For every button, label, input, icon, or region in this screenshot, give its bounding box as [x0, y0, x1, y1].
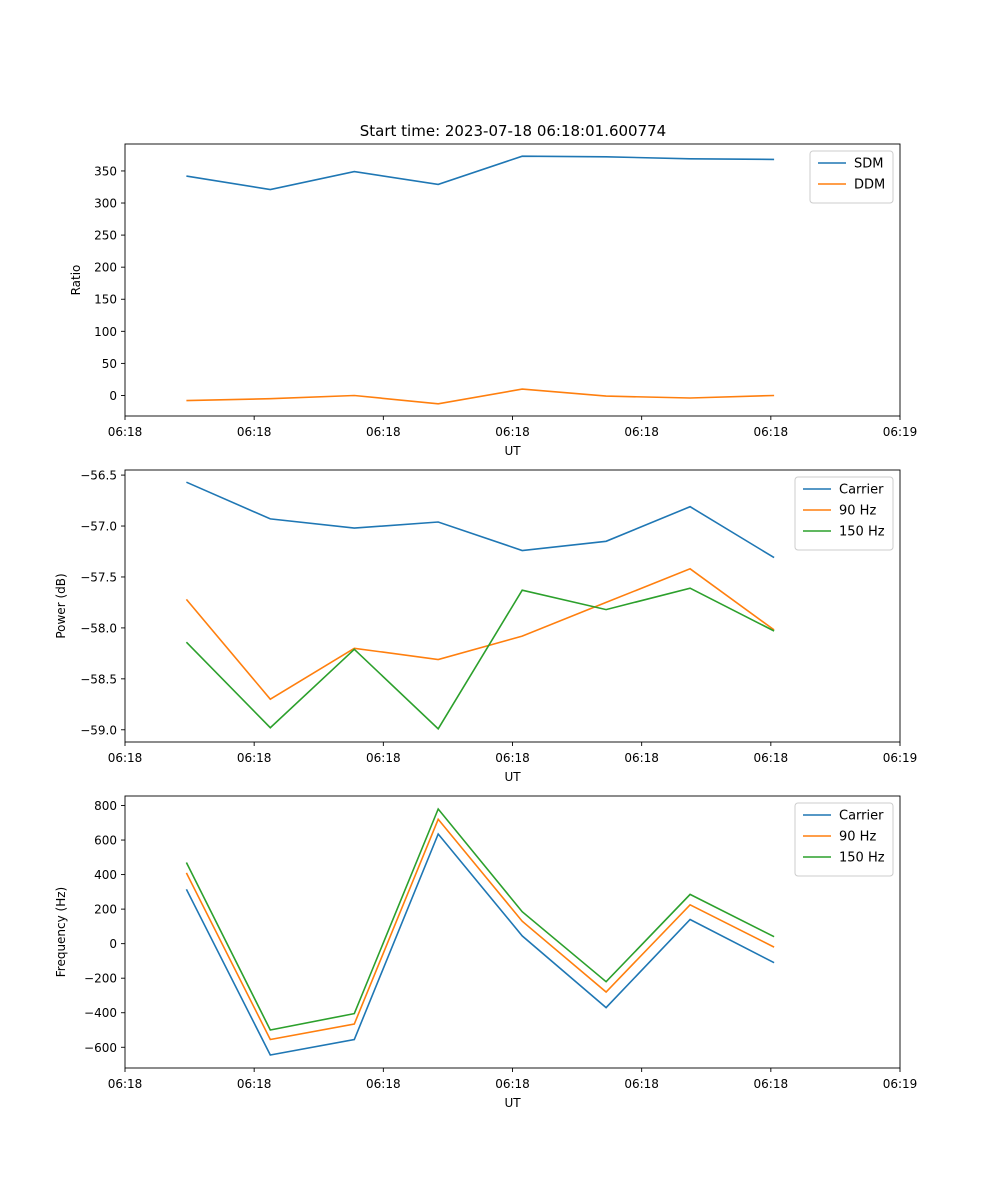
power-legend-label-2: 150 Hz — [839, 525, 885, 540]
frequency-x-tick-label-1: 06:18 — [237, 1077, 272, 1091]
ratio-x-tick-label-2: 06:18 — [366, 425, 401, 439]
frequency-y-tick-label-3: 0 — [109, 937, 117, 951]
ratio-series-sdm — [186, 155, 775, 191]
frequency-x-axis-label: UT — [504, 1096, 521, 1110]
power-y-tick-label-1: −58.5 — [80, 672, 117, 686]
ratio-y-tick-label-0: 0 — [109, 389, 117, 403]
ratio-legend-box — [809, 150, 894, 204]
power-y-tick-label-0: −59.0 — [80, 723, 117, 737]
ratio-y-tick-label-2: 100 — [94, 325, 117, 339]
power-y-tick-label-2: −58.0 — [80, 621, 117, 635]
ratio-x-tick-label-3: 06:18 — [495, 425, 530, 439]
ratio-y-tick-label-4: 200 — [94, 261, 117, 275]
ratio-y-axis-label: Ratio — [69, 265, 83, 296]
ratio-x-tick-label-5: 06:18 — [754, 425, 789, 439]
power-series-150-hz — [185, 587, 775, 731]
ratio-series-ddm — [186, 388, 775, 405]
power-y-axis-label: Power (dB) — [54, 573, 68, 638]
frequency-x-tick-label-6: 06:19 — [883, 1077, 918, 1091]
ratio-x-axis-label: UT — [504, 444, 521, 458]
frequency-y-tick-label-0: −600 — [84, 1041, 117, 1055]
ratio-x-tick-label-6: 06:19 — [883, 425, 918, 439]
frequency-panel: 06:18 06:18 06:18 06:18 06:18 06:18 06:19 −600 −… — [54, 795, 918, 1110]
power-y-tick-label-4: −57.0 — [80, 520, 117, 534]
power-legend: Carrier 90 Hz 150 Hz — [794, 476, 894, 551]
frequency-y-tick-label-5: 400 — [94, 868, 117, 882]
ratio-legend-label-0: SDM — [854, 157, 883, 172]
power-x-axis-label: UT — [504, 770, 521, 784]
frequency-x-tick-label-5: 06:18 — [754, 1077, 789, 1091]
power-x-tick-label-0: 06:18 — [108, 751, 143, 765]
frequency-x-tick-label-3: 06:18 — [495, 1077, 530, 1091]
ratio-y-tick-label-7: 350 — [94, 164, 117, 178]
plots-container: 06:18 06:18 06:18 06:18 06:18 06:18 06:19 0 50 10… — [54, 143, 918, 1110]
power-panel: 06:18 06:18 06:18 06:18 06:18 06:18 06:19 −59.0… — [54, 469, 917, 784]
power-y-tick-label-5: −56.5 — [80, 469, 117, 483]
ratio-x-tick-label-1: 06:18 — [237, 425, 272, 439]
power-series-90-hz — [185, 567, 775, 701]
frequency-series-90-hz — [185, 817, 775, 1041]
frequency-y-tick-label-2: −200 — [84, 972, 117, 986]
ratio-y-tick-label-3: 150 — [94, 293, 117, 307]
power-x-tick-label-1: 06:18 — [237, 751, 272, 765]
frequency-y-tick-label-1: −400 — [84, 1006, 117, 1020]
frequency-legend-label-2: 150 Hz — [839, 851, 885, 866]
ratio-y-tick-label-6: 300 — [94, 197, 117, 211]
frequency-y-axis-label: Frequency (Hz) — [54, 887, 68, 978]
frequency-y-tick-label-7: 800 — [94, 799, 117, 813]
power-series-carrier — [186, 481, 775, 559]
frequency-y-tick-label-6: 600 — [94, 834, 117, 848]
ratio-legend: SDM DDM — [809, 150, 894, 204]
frequency-series-150-hz — [185, 807, 775, 1031]
ratio-legend-label-1: DDM — [854, 178, 885, 193]
ratio-y-tick-label-1: 50 — [102, 357, 117, 371]
ratio-y-tick-label-5: 250 — [94, 229, 117, 243]
frequency-x-tick-label-2: 06:18 — [366, 1077, 401, 1091]
frequency-x-tick-label-0: 06:18 — [108, 1077, 143, 1091]
power-y-tick-label-3: −57.5 — [80, 570, 117, 584]
ratio-x-tick-label-4: 06:18 — [624, 425, 659, 439]
power-x-tick-label-3: 06:18 — [495, 751, 530, 765]
power-legend-label-1: 90 Hz — [839, 504, 876, 519]
frequency-y-tick-label-4: 200 — [94, 903, 117, 917]
figure-title: Start time: 2023-07-18 06:18:01.600774 — [360, 122, 666, 140]
power-legend-label-0: Carrier — [839, 483, 884, 498]
frequency-legend-label-1: 90 Hz — [839, 830, 876, 845]
frequency-legend-label-0: Carrier — [839, 809, 884, 824]
frequency-x-tick-label-4: 06:18 — [624, 1077, 659, 1091]
power-x-tick-label-6: 06:19 — [883, 751, 918, 765]
power-x-tick-label-2: 06:18 — [366, 751, 401, 765]
frequency-legend: Carrier 90 Hz 150 Hz — [794, 802, 894, 877]
power-x-tick-label-5: 06:18 — [754, 751, 789, 765]
power-x-tick-label-4: 06:18 — [624, 751, 659, 765]
ratio-panel: 06:18 06:18 06:18 06:18 06:18 06:18 06:19 0 50 10… — [69, 143, 918, 458]
ratio-x-tick-label-0: 06:18 — [108, 425, 143, 439]
frequency-series-carrier — [185, 832, 775, 1056]
